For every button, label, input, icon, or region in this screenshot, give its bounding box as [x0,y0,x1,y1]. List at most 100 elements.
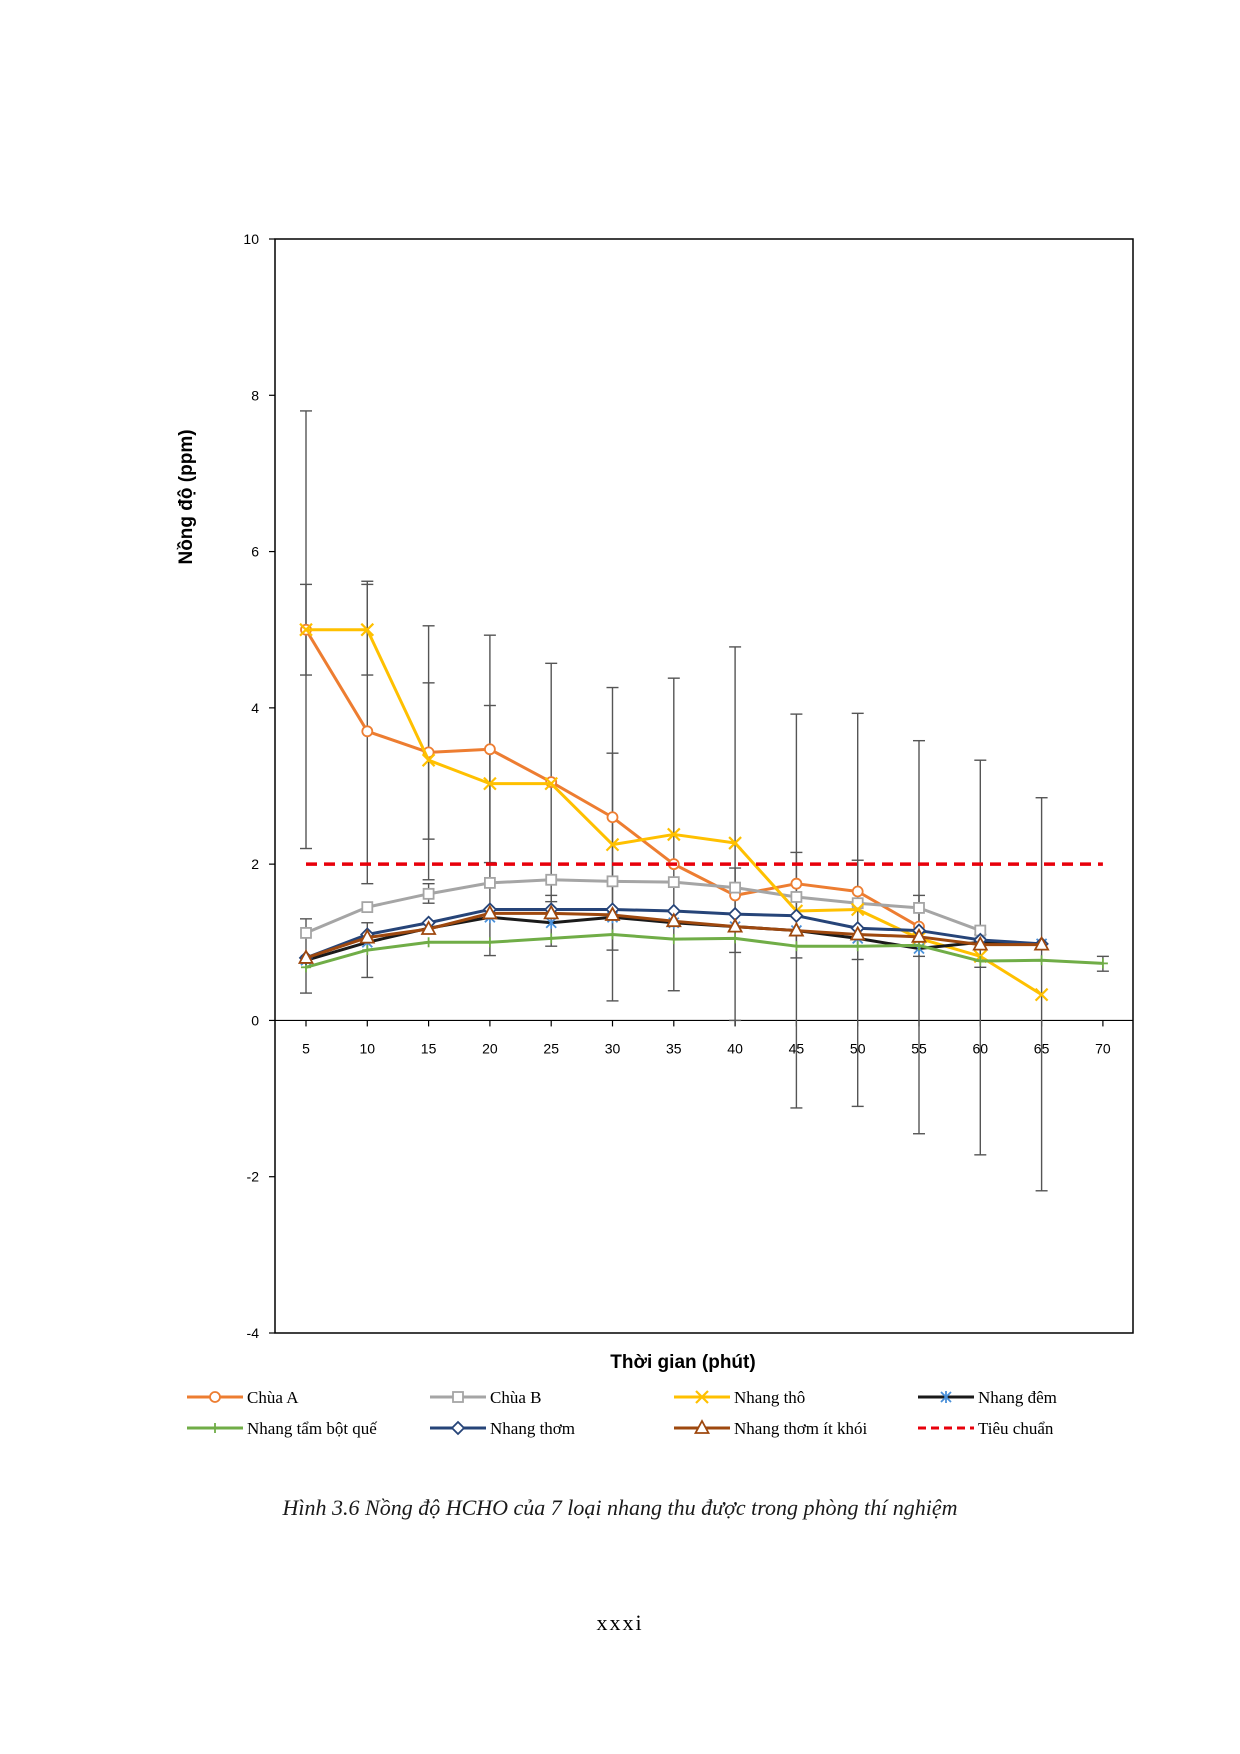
error-bar [790,851,803,959]
data-point-marker [790,877,803,890]
x-tick-label: 40 [727,1040,743,1056]
data-point-marker [940,1391,952,1403]
y-tick-label: 8 [251,387,259,403]
data-point-marker [210,1423,220,1433]
y-tick-labels: -4 -2 0 2 4 6 8 10 [243,231,275,1341]
data-point-marker [360,622,375,637]
legend-label: Nhang thơm [490,1419,575,1438]
data-point-marker [695,1390,709,1404]
data-point-marker [849,925,866,941]
data-point-marker [545,873,558,886]
y-axis-title: Nồng độ (ppm) [176,429,197,564]
legend: Chùa A Chùa B Nhang thô Nhang đêm Nhang tẩm … [187,1388,1057,1438]
data-point-marker [607,929,618,940]
plot-area-frame [274,238,1134,1334]
data-point-marker [913,902,925,914]
x-tick-label: 25 [543,1040,559,1056]
x-tick-label: 70 [1095,1040,1111,1056]
data-point-marker [1036,955,1047,966]
data-point-marker [606,811,619,824]
legend-label: Nhang đêm [978,1388,1057,1407]
data-point-marker [452,1391,464,1403]
y-tick-label: 2 [251,856,259,872]
series-Nhang thơm ít khói [297,904,1050,964]
y-tick-label: -4 [247,1325,260,1341]
x-tick-label: 35 [666,1040,682,1056]
data-point-marker [729,881,741,894]
x-tick-labels: 5 10 15 20 25 30 35 40 45 50 55 60 65 70 [302,1020,1111,1056]
error-bar [729,646,742,1022]
data-point-marker [1033,935,1050,951]
data-point-marker [605,837,620,852]
x-tick-label: 20 [482,1040,498,1056]
legend-entry: Chùa B [430,1388,541,1407]
data-point-marker [668,934,679,945]
data-point-marker [450,1420,466,1436]
legend-entry: Nhang thô [674,1388,805,1407]
data-point-marker [362,945,373,956]
data-point-marker [359,928,376,944]
data-point-marker [1097,958,1108,969]
legend-label: Nhang thơm ít khói [734,1419,867,1438]
data-point-marker [604,906,621,921]
series-line [305,932,1103,969]
data-point-marker [421,753,436,767]
x-axis-title: Thời gian (phút) [610,1352,755,1373]
series-Nhang tẩm bột quế [301,929,1108,973]
error-bars [300,410,1109,1192]
x-tick-label: 30 [605,1040,621,1056]
data-point-marker [209,1391,221,1403]
data-point-marker [483,876,496,889]
series-lines [297,622,1108,1002]
page-number: xxxi [596,1610,644,1635]
legend-entry: Nhang thơm [430,1419,575,1438]
data-point-marker [791,941,802,952]
data-point-marker [851,885,864,898]
data-point-marker [667,827,681,842]
data-point-marker [852,941,863,952]
y-tick-label: -2 [247,1169,260,1185]
figure-caption: Hình 3.6 Nồng độ HCHO của 7 loại nhang t… [282,1495,958,1520]
data-point-marker [361,901,374,914]
data-point-marker [665,912,682,928]
data-point-marker [546,933,557,944]
data-point-marker [788,921,805,937]
y-tick-label: 4 [251,700,259,716]
data-point-marker [361,725,374,738]
data-point-marker [299,622,313,637]
x-tick-label: 10 [360,1040,376,1056]
legend-label: Tiêu chuẩn [978,1419,1054,1438]
legend-entry: Chùa A [187,1388,299,1407]
data-point-marker [972,935,989,951]
data-point-marker [420,920,437,935]
data-point-marker [910,927,928,943]
x-tick-label: 15 [421,1040,437,1056]
data-point-marker [300,927,312,939]
data-point-marker [297,949,315,964]
legend-label: Nhang thô [734,1388,805,1407]
data-point-marker [850,902,865,917]
data-point-marker [727,917,744,933]
data-point-marker [483,776,497,791]
data-point-marker [423,937,434,948]
data-point-marker [484,937,495,948]
series-Chùa B [300,873,987,939]
y-tick-label: 10 [243,231,259,247]
legend-label: Chùa A [247,1388,299,1407]
x-tick-label: 5 [302,1040,310,1056]
data-point-marker [730,933,741,944]
y-tick-label: 0 [251,1012,259,1028]
data-point-marker [544,776,558,791]
legend-label: Chùa B [490,1388,541,1407]
data-point-marker [1034,987,1049,1002]
data-point-marker [422,887,435,900]
legend-entry: Tiêu chuẩn [918,1419,1054,1438]
data-point-marker [543,904,560,920]
legend-entry: Nhang thơm ít khói [674,1419,867,1438]
data-point-marker [606,875,619,888]
y-tick-label: 6 [251,544,259,560]
legend-label: Nhang tẩm bột quế [247,1419,377,1438]
data-point-marker [483,743,496,756]
data-point-marker [728,836,742,850]
